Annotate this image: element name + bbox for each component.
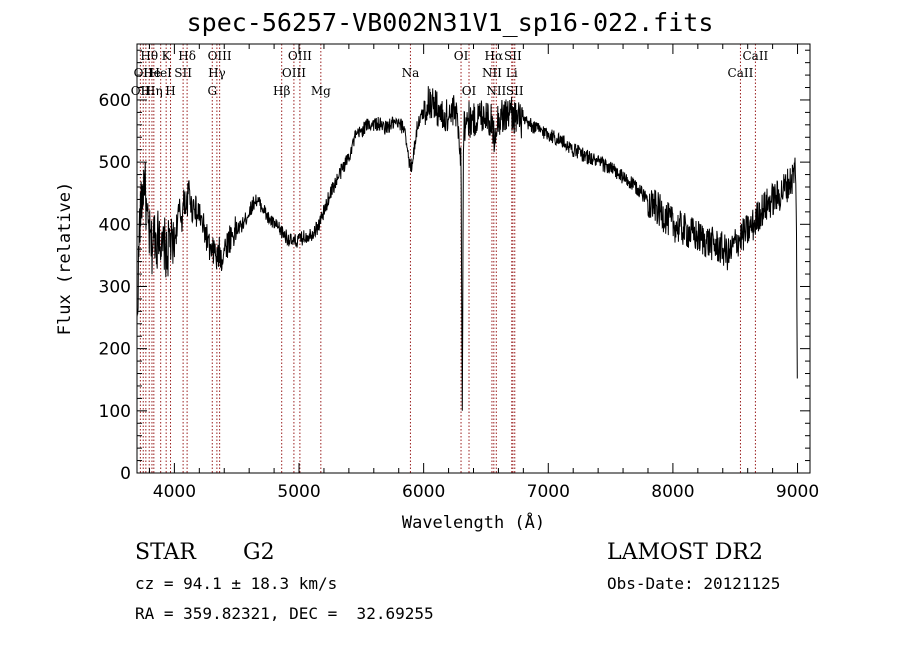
spectral-line-label: CaII (728, 66, 754, 80)
y-tick-label: 500 (99, 153, 131, 173)
object-subclass: G2 (243, 540, 275, 565)
spectral-line-label: SII (504, 49, 522, 63)
spectral-line-label: SII (506, 84, 524, 98)
x-tick-label: 7000 (527, 482, 570, 502)
y-axis-label: Flux (relative) (55, 182, 75, 336)
y-tick-label: 600 (99, 91, 131, 111)
spectral-line-label: OIII (288, 49, 312, 63)
axis-ticks: 4000 5000 6000 7000 8000 9000 0 100 200 300 400 500… (99, 44, 819, 502)
spectral-line-label: OIII (282, 66, 306, 80)
x-axis-label: Wavelength (Å) (402, 511, 545, 533)
flux-series (136, 86, 798, 411)
y-tick-label: 400 (99, 215, 131, 235)
spectral-line-label: NII (482, 66, 502, 80)
flux-line (136, 86, 798, 411)
spectral-line-markers (139, 44, 756, 473)
spectral-line-label: Hβ (273, 84, 290, 98)
spectral-line-label: Hα (485, 49, 504, 63)
chart-title: spec-56257-VB002N31V1_sp16-022.fits (186, 8, 714, 37)
observation-date: Obs-Date: 20121125 (607, 574, 781, 593)
spectral-line-label: H (141, 84, 151, 98)
sky-coordinates: RA = 359.82321, DEC = 32.69255 (135, 604, 434, 623)
spectral-line-label: OI (454, 49, 469, 63)
spectral-line-label: OIII (208, 49, 232, 63)
spectral-line-label: Hδ (178, 49, 196, 63)
survey-release: LAMOST DR2 (607, 540, 763, 565)
x-tick-label: 9000 (776, 482, 819, 502)
spectral-line-label: CaII (742, 49, 768, 63)
spectral-line-label: Mg (311, 84, 331, 98)
spectral-line-label: Li (506, 66, 518, 80)
spectral-line-label: Hγ (208, 66, 226, 80)
y-tick-label: 300 (99, 277, 131, 297)
x-tick-label: 8000 (651, 482, 694, 502)
spectral-line-label: H (165, 84, 175, 98)
spectral-line-label: Na (402, 66, 420, 80)
y-tick-label: 0 (120, 464, 131, 484)
spectral-line-label: HeI (150, 66, 173, 80)
spectral-line-label: OII (131, 84, 151, 98)
spectral-line-label: SII (174, 66, 192, 80)
spectral-line-label: NII (486, 84, 506, 98)
y-tick-label: 100 (99, 402, 131, 422)
spectral-line-label: K (162, 49, 172, 63)
spectral-line-label: Hθ (140, 49, 158, 63)
object-class: STAR (135, 540, 196, 565)
y-tick-label: 200 (99, 340, 131, 360)
x-tick-label: 4000 (153, 482, 196, 502)
spectral-line-label: G (207, 84, 217, 98)
spectral-line-label: OI (462, 84, 477, 98)
x-tick-label: 6000 (402, 482, 445, 502)
spectral-line-label: OII (134, 66, 154, 80)
x-tick-label: 5000 (277, 482, 320, 502)
redshift-velocity: cz = 94.1 ± 18.3 km/s (135, 574, 338, 593)
spectral-line-labels: OIIOIIHHθHeHηHeIKHSIIHδGHγOIIIHβOIIIOIII… (131, 49, 769, 98)
spectral-line-label: Hη (145, 84, 163, 98)
spectral-line-label: He (143, 66, 161, 80)
